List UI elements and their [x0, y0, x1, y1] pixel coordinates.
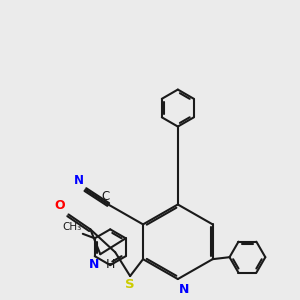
Text: CH₃: CH₃: [62, 222, 81, 232]
Text: N: N: [88, 258, 99, 271]
Text: N: N: [179, 283, 190, 296]
Text: O: O: [55, 199, 65, 212]
Text: C: C: [101, 190, 110, 203]
Text: S: S: [125, 278, 135, 291]
Text: N: N: [74, 174, 84, 187]
Text: H: H: [106, 258, 115, 271]
